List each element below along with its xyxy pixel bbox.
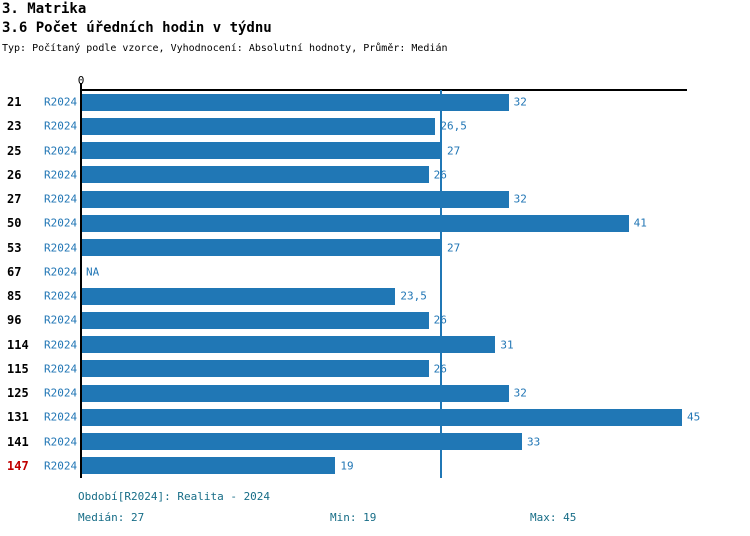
chart-row: 67 R2024 NA: [0, 260, 750, 284]
bar: [82, 166, 429, 184]
chart-row: 27 R2024 32: [0, 187, 750, 211]
bar-value-label: 23,5: [400, 289, 427, 303]
bar: [82, 142, 442, 159]
bar: [82, 384, 509, 402]
bar-value-label: 19: [340, 459, 354, 473]
bar-value-label: 26,5: [440, 119, 467, 133]
chart-row: 53 R2024 27: [0, 236, 750, 260]
chart-row: 85 R2024 23,5: [0, 284, 750, 308]
row-id-label: 114: [7, 337, 29, 352]
row-id-label: 125: [7, 386, 29, 401]
row-id-label: 96: [7, 313, 22, 328]
row-period-label: R2024: [44, 192, 78, 206]
chart-row: 25 R2024 27: [0, 139, 750, 163]
section-title: 3. Matrika: [2, 1, 87, 17]
chart-row: 96 R2024 26: [0, 308, 750, 332]
chart-row: 141 R2024 33: [0, 430, 750, 454]
x-axis-zero-tick-label: 0: [77, 74, 85, 87]
bar: [82, 93, 509, 111]
row-period-label: R2024: [44, 241, 78, 255]
footer-min-stat: Min: 19: [330, 511, 377, 524]
chart-row: 125 R2024 32: [0, 381, 750, 405]
row-period-label: R2024: [44, 313, 78, 327]
bar: [82, 457, 336, 475]
chart-row: 147 R2024 19: [0, 454, 750, 478]
bar: [82, 239, 442, 256]
row-id-label: 141: [7, 434, 29, 449]
chart-row: 131 R2024 45: [0, 405, 750, 429]
row-id-label: 21: [7, 95, 22, 110]
row-period-label: R2024: [44, 168, 78, 182]
row-period-label: R2024: [44, 459, 78, 473]
row-period-label: R2024: [44, 435, 78, 449]
bar-value-label: 26: [433, 362, 447, 376]
bar: [82, 190, 509, 208]
row-period-label: R2024: [44, 265, 78, 279]
row-period-label: R2024: [44, 216, 78, 230]
bar-value-label: 27: [447, 241, 461, 255]
row-period-label: R2024: [44, 386, 78, 400]
bar: [82, 311, 429, 329]
row-period-label: R2024: [44, 289, 78, 303]
chart-row: 26 R2024 26: [0, 163, 750, 187]
row-id-label: 147: [7, 458, 29, 473]
row-id-label: 26: [7, 167, 22, 182]
row-id-label: 67: [7, 264, 22, 279]
bar: [82, 408, 682, 426]
row-period-label: R2024: [44, 95, 78, 109]
row-period-label: R2024: [44, 119, 78, 133]
bar: [82, 117, 436, 135]
footer-period-legend: Období[R2024]: Realita - 2024: [78, 490, 271, 503]
y-axis-line: [80, 83, 82, 478]
bar: [82, 360, 429, 378]
chart-title: 3.6 Počet úředních hodin v týdnu: [2, 20, 272, 36]
bar-value-label: 45: [687, 410, 701, 424]
chart-subtitle: Typ: Počítaný podle vzorce, Vyhodnocení:…: [2, 43, 448, 54]
row-id-label: 23: [7, 119, 22, 134]
bar: [82, 433, 522, 450]
row-id-label: 131: [7, 410, 29, 425]
chart-row: 114 R2024 31: [0, 333, 750, 357]
chart-row: 21 R2024 32: [0, 90, 750, 114]
median-reference-line: [440, 90, 442, 478]
row-id-label: 50: [7, 216, 22, 231]
bar-value-label: 31: [500, 338, 514, 352]
footer-max-stat: Max: 45: [530, 511, 577, 524]
bar-value-label: 27: [447, 144, 461, 158]
bar-value-label: 33: [527, 435, 541, 449]
bar-value-label: 32: [513, 192, 527, 206]
bar-value-label: 26: [433, 168, 447, 182]
row-id-label: 53: [7, 240, 22, 255]
bar-value-label: 32: [513, 95, 527, 109]
chart-row: 115 R2024 26: [0, 357, 750, 381]
row-id-label: 27: [7, 192, 22, 207]
chart-rows: 21 R2024 32 23 R2024 26,5 25 R2024 27 26…: [0, 90, 750, 478]
footer-median-stat: Medián: 27: [78, 511, 145, 524]
bar: [82, 336, 496, 353]
bar-value-label: 26: [433, 313, 447, 327]
row-period-label: R2024: [44, 410, 78, 424]
row-id-label: 85: [7, 289, 22, 304]
row-period-label: R2024: [44, 144, 78, 158]
bar-value-label: 32: [513, 386, 527, 400]
bar: [82, 214, 629, 232]
row-id-label: 115: [7, 361, 29, 376]
row-id-label: 25: [7, 143, 22, 158]
x-axis-line: [80, 89, 687, 91]
chart-row: 23 R2024 26,5: [0, 114, 750, 138]
row-period-label: R2024: [44, 362, 78, 376]
row-period-label: R2024: [44, 338, 78, 352]
bar-value-label: NA: [86, 265, 100, 279]
bar: [82, 287, 396, 305]
chart-row: 50 R2024 41: [0, 211, 750, 235]
bar-value-label: 41: [633, 216, 647, 230]
